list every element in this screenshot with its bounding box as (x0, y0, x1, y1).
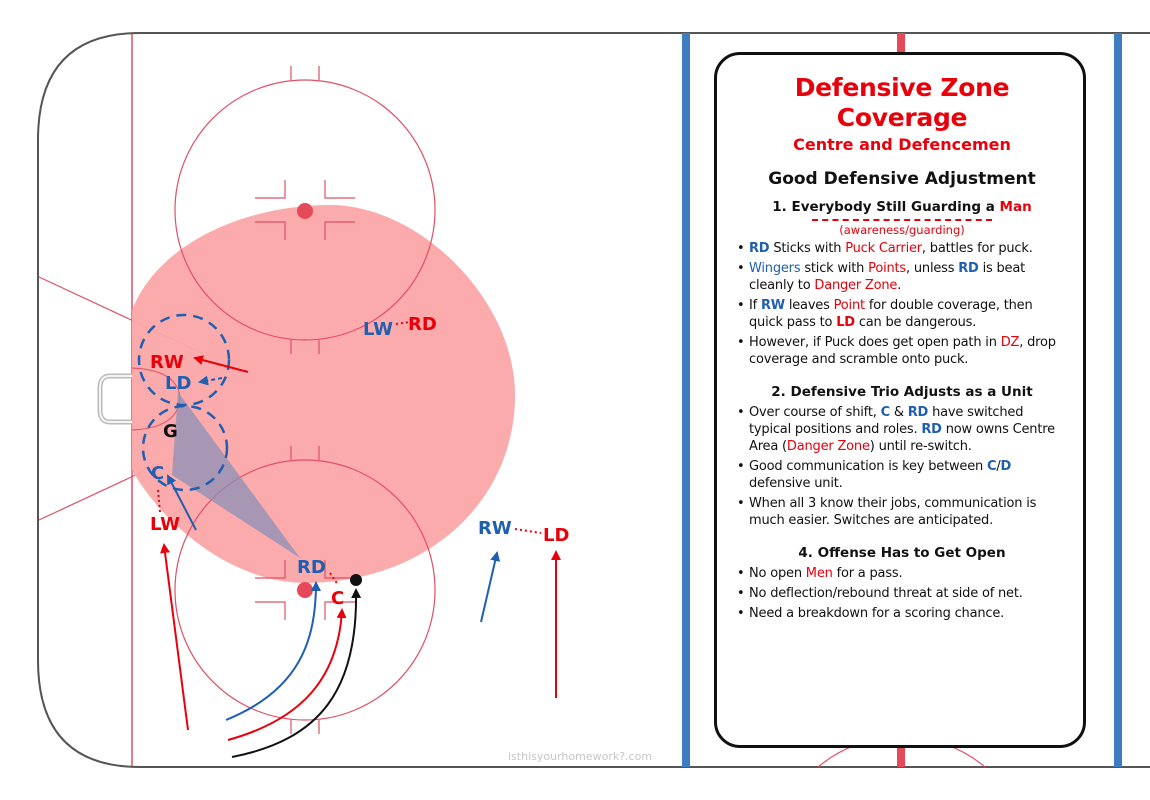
info-panel: Defensive Zone Coverage Centre and Defen… (714, 52, 1086, 748)
section4-title: 4. Offense Has to Get Open (798, 545, 1006, 561)
term: LD (836, 315, 855, 330)
rink-boards (37, 32, 1150, 768)
arrow-rd-blue (225, 581, 321, 721)
section1-list: RD Sticks with Puck Carrier, battles for… (737, 240, 1067, 368)
list-item: Over course of shift, C & RD have switch… (737, 404, 1067, 455)
arrow-c-blue (167, 474, 197, 531)
player-lw-blue: LW (363, 319, 393, 340)
term: Points (868, 261, 906, 276)
goal-net (97, 373, 132, 425)
term: C (987, 459, 997, 474)
term: Danger Zone (814, 278, 898, 293)
arrow-rw-red (193, 355, 249, 373)
text: have switched typical positions and role… (749, 405, 1024, 437)
text: leaves (784, 298, 834, 313)
text: , unless (906, 261, 959, 276)
text: defensive unit. (749, 476, 843, 491)
danger-zone (132, 205, 515, 584)
player-rd-blue: RD (297, 557, 326, 578)
text: for a pass. (832, 566, 903, 581)
text: , battles for puck. (921, 241, 1033, 256)
player-c-blue: C (151, 463, 164, 484)
term: Puck Carrier (845, 241, 922, 256)
arrow-lw-red (160, 543, 189, 731)
text: However, if Puck does get open path in (749, 335, 1001, 350)
link-rw-ld (514, 528, 542, 534)
term: RD (907, 405, 929, 420)
panel-heading: Good Defensive Adjustment (768, 169, 1036, 189)
arrow-rw-blue (480, 551, 501, 623)
section1-title: 1. Everybody Still Guarding a Man (737, 199, 1067, 215)
list-item: Need a breakdown for a scoring chance. (737, 605, 1067, 622)
player-rw-blue: RW (478, 518, 512, 539)
text: Sticks with (769, 241, 846, 256)
term: RW (760, 298, 785, 313)
list-item: No deflection/rebound threat at side of … (737, 585, 1067, 602)
term: RD (958, 261, 979, 276)
player-rw-red: RW (150, 352, 184, 373)
text: . (897, 278, 902, 293)
section2-title: 2. Defensive Trio Adjusts as a Unit (771, 384, 1033, 400)
section4-list: No open Men for a pass. No deflection/re… (737, 565, 1067, 622)
list-item: Good communication is key between C/D de… (737, 458, 1067, 492)
text: Over course of shift, (749, 405, 881, 420)
list-item: However, if Puck does get open path in D… (737, 334, 1067, 368)
faceoff-circle-bottom (174, 446, 436, 734)
coverage-triangle (172, 392, 300, 558)
section1-note: (awareness/guarding) (839, 223, 965, 237)
player-ld-blue: LD (165, 373, 191, 394)
text: , drop coverage and scramble onto puck. (749, 335, 1056, 367)
panel-subtitle: Centre and Defencemen (793, 135, 1011, 154)
section1-dash-divider (812, 219, 992, 221)
text: for double coverage, then quick pass to (749, 298, 1033, 330)
text: Good communication is key between (749, 459, 987, 474)
watermark: isthisyourhomework?.com (508, 750, 653, 763)
term: Danger Zone (786, 439, 870, 454)
player-ld-red: LD (543, 525, 569, 546)
section1-title-text: 1. Everybody Still Guarding a (772, 199, 1000, 215)
list-item: If RW leaves Point for double coverage, … (737, 297, 1067, 331)
faceoff-dot-bottom (297, 582, 313, 598)
term: RD (749, 241, 770, 256)
text: is beat cleanly to (749, 261, 1026, 293)
link-c-lw (157, 489, 161, 513)
text: No open (749, 566, 806, 581)
puck (350, 574, 362, 586)
text: can be dangerous. (854, 315, 977, 330)
faceoff-circle-top (174, 66, 436, 354)
player-rd-red: RD (408, 314, 437, 335)
arrow-puck-black (231, 588, 362, 758)
list-item: No open Men for a pass. (737, 565, 1067, 582)
term: Point (833, 298, 865, 313)
list-item: Wingers stick with Points, unless RD is … (737, 260, 1067, 294)
player-lw-red: LW (150, 514, 180, 535)
list-item: RD Sticks with Puck Carrier, battles for… (737, 240, 1067, 257)
term: C (880, 405, 891, 420)
list-item: When all 3 know their jobs, communicatio… (737, 495, 1067, 529)
section2-list: Over course of shift, C & RD have switch… (737, 404, 1067, 529)
arrow-c-red (227, 608, 347, 741)
term: RD (921, 422, 942, 437)
faceoff-dot-top (297, 203, 313, 219)
text: stick with (800, 261, 869, 276)
term: D (1000, 459, 1012, 474)
text: / (996, 459, 1001, 474)
player-c-red: C (331, 588, 344, 609)
text: ) until re-switch. (869, 439, 972, 454)
goal-net-inner (99, 375, 132, 423)
coverage-circle-c (141, 404, 229, 492)
link-lw-rd (395, 321, 411, 325)
text: & (889, 405, 908, 420)
term: DZ (1000, 335, 1020, 350)
player-goalie: G (163, 421, 178, 442)
term: Wingers (749, 261, 801, 276)
text: If (749, 298, 761, 313)
term: Men (805, 566, 833, 581)
section1-title-highlight: Man (999, 199, 1032, 215)
arrow-ld-blue (198, 375, 223, 386)
text: now owns Centre Area ( (749, 422, 1055, 454)
panel-title: Defensive Zone Coverage (794, 73, 1010, 132)
